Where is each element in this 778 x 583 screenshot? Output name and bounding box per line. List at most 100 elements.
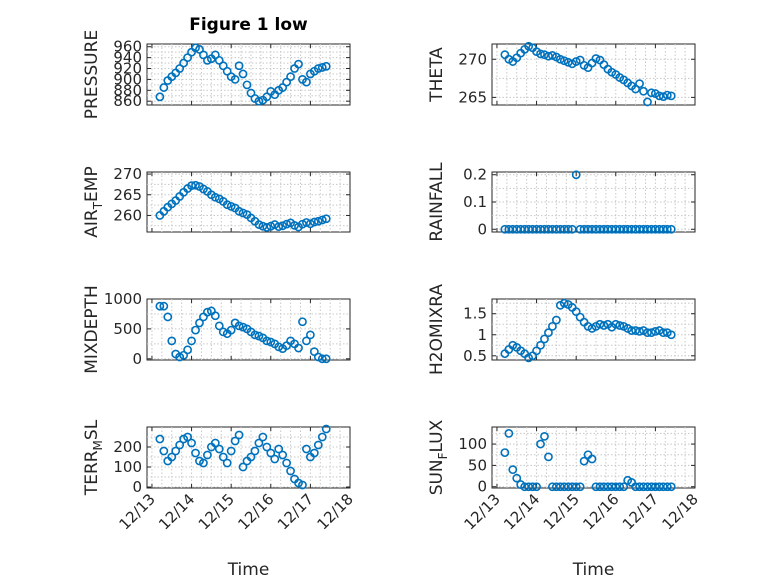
y-tick-label: 1.5 [463, 305, 487, 323]
y-axis-label-rest: LUX [427, 419, 447, 452]
data-point [214, 321, 224, 331]
y-tick-label: 260 [113, 206, 142, 224]
data-point [286, 72, 295, 82]
y-axis-label-main: MIXDEPTH [82, 285, 102, 374]
data-point [536, 49, 545, 59]
y-tick-label: 940 [113, 49, 142, 67]
data-point [294, 343, 303, 353]
data-point [167, 452, 177, 462]
y-axis-label-rest: SL [82, 419, 102, 440]
data-point [234, 61, 244, 71]
axes-box [491, 426, 696, 489]
y-axis-label: PRESSURE [82, 30, 102, 119]
data-point [230, 436, 240, 446]
y-axis-label-main: THETA [427, 47, 447, 103]
data-point [317, 354, 327, 364]
x-axis-label: Time [572, 560, 615, 580]
data-point [647, 328, 656, 338]
data-point [238, 462, 248, 472]
data-point [238, 69, 248, 79]
data-point [290, 220, 299, 230]
data-point [540, 334, 549, 344]
data-point [591, 54, 601, 63]
data-point [167, 336, 177, 346]
data-point [203, 307, 212, 317]
subplot-h2omixra: 0.5 1 1.5 H2OMIXRA [427, 284, 696, 375]
data-point [524, 41, 534, 51]
data-point [191, 180, 200, 190]
data-point [643, 97, 652, 107]
data-point [191, 43, 200, 53]
y-tick-label: 0.5 [463, 347, 487, 365]
data-point [278, 450, 288, 460]
data-point [250, 330, 260, 340]
gridlines [492, 172, 695, 232]
data-point [587, 454, 597, 464]
data-point [294, 59, 303, 69]
data-point [274, 444, 284, 454]
data-point [155, 301, 165, 311]
data-point [298, 480, 307, 490]
data-point [234, 206, 244, 216]
data-point [254, 96, 264, 106]
data-point [627, 326, 637, 335]
y-axis-label: TERRMSL [82, 419, 105, 496]
data-point [238, 208, 248, 218]
data-point [532, 482, 541, 492]
data-point [183, 345, 192, 355]
data-point [254, 220, 264, 229]
data-point [262, 336, 272, 346]
data-point [666, 91, 676, 101]
data-point [643, 328, 652, 338]
data-point [250, 446, 260, 456]
data-point [191, 448, 200, 458]
y-axis-label-main: SUN [427, 459, 447, 495]
data-point [155, 434, 165, 444]
axes-box [491, 43, 696, 106]
data-point [210, 311, 220, 321]
data-point [298, 317, 307, 327]
data-point [615, 321, 625, 330]
data-point [536, 340, 545, 350]
data-point [512, 473, 522, 483]
data-point [159, 83, 169, 92]
y-tick-label: 860 [113, 92, 142, 110]
data-point [159, 446, 169, 456]
data-point [504, 428, 514, 438]
y-tick-label: 900 [113, 70, 142, 88]
data-point [218, 452, 228, 462]
data-point [536, 439, 545, 449]
data-point [662, 90, 672, 100]
data-point [210, 192, 220, 202]
y-tick-label: 880 [113, 81, 142, 99]
data-point [226, 446, 236, 456]
axes-box [146, 171, 351, 233]
y-axis-label: SUNFLUX [427, 419, 450, 495]
data-point [317, 63, 327, 72]
y-tick-label: 270 [113, 165, 142, 183]
y-tick-label: 500 [113, 320, 142, 338]
data-point [615, 482, 625, 492]
data-point [187, 438, 196, 448]
data-point [305, 219, 315, 229]
data-point [175, 440, 185, 450]
data-point [544, 328, 553, 338]
data-point [191, 325, 200, 335]
y-tick-label: 100 [113, 458, 142, 476]
y-axis-label-main: PRESSURE [82, 30, 102, 119]
data-series [155, 301, 331, 364]
y-tick-label: 0 [132, 350, 142, 368]
data-series [155, 424, 331, 490]
data-point [278, 221, 288, 231]
data-point [575, 482, 585, 492]
chart-title: Figure 1 low [189, 15, 308, 35]
data-point [305, 330, 315, 340]
y-tick-label: 50 [468, 456, 487, 474]
y-axis-label-subscript: T [91, 201, 105, 210]
data-point [183, 432, 192, 442]
y-axis-label: AIRTEMP [82, 166, 105, 237]
y-tick-label: 100 [458, 435, 487, 453]
y-tick-label: 1 [477, 326, 487, 344]
